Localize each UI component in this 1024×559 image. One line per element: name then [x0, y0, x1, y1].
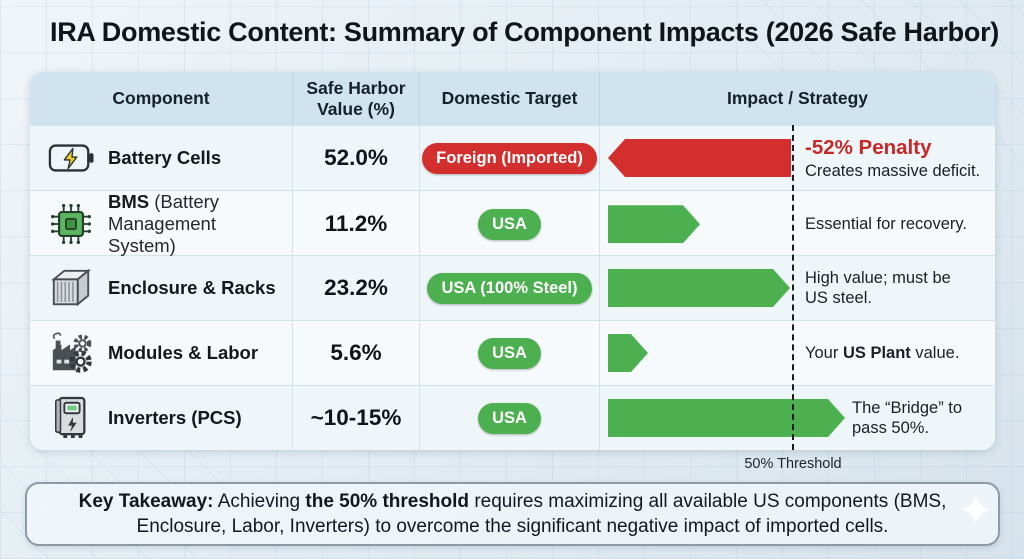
- factory-icon: [47, 330, 95, 376]
- table-row: BMS (Battery Management System) 11.2% US…: [30, 190, 995, 258]
- penalty-headline: -52% Penalty: [805, 135, 932, 159]
- safe-harbor-value: 11.2%: [293, 191, 420, 258]
- impact-cell: Essential for recovery.: [600, 191, 995, 258]
- page-title: IRA Domestic Content: Summary of Compone…: [50, 17, 999, 47]
- component-cell: Modules & Labor: [30, 321, 293, 385]
- table-header-row: Component Safe Harbor Value (%) Domestic…: [30, 72, 995, 125]
- summary-table: Component Safe Harbor Value (%) Domestic…: [30, 72, 995, 450]
- target-badge: USA: [478, 337, 541, 369]
- component-name: Modules & Labor: [108, 341, 259, 363]
- impact-cell: High value; must be US steel.: [600, 256, 995, 320]
- table-row: Inverters (PCS) ~10-15% USA The “Bridge”…: [30, 385, 995, 450]
- threshold-label: 50% Threshold: [744, 456, 842, 472]
- header-impact-strategy: Impact / Strategy: [726, 88, 869, 109]
- component-cell: Enclosure & Racks: [30, 256, 293, 320]
- target-badge: Foreign (Imported): [422, 142, 597, 174]
- component-cell: Inverters (PCS): [30, 386, 293, 450]
- header-safe-harbor-value: Safe Harbor Value (%): [293, 72, 420, 125]
- table-row: Modules & Labor 5.6% USA Your US Plant v…: [30, 320, 995, 385]
- component-name: Enclosure & Racks: [108, 276, 276, 298]
- domestic-target-cell: Foreign (Imported): [420, 126, 600, 190]
- domestic-target-cell: USA: [420, 321, 600, 385]
- component-cell: Battery Cells: [30, 126, 293, 190]
- header-domestic-target: Domestic Target: [420, 72, 600, 125]
- impact-cell: -52% Penalty Creates massive deficit.: [600, 126, 995, 190]
- enclosure-icon: [47, 265, 95, 311]
- domestic-target-cell: USA: [420, 191, 600, 258]
- domestic-target-cell: USA (100% Steel): [420, 256, 600, 320]
- safe-harbor-value: 23.2%: [293, 256, 420, 320]
- safe-harbor-value: 52.0%: [293, 126, 420, 190]
- impact-arrow-right: [608, 334, 648, 372]
- inverter-icon: [47, 395, 95, 441]
- target-badge: USA: [478, 402, 541, 434]
- impact-cell: The “Bridge” to pass 50%.: [600, 386, 995, 450]
- key-takeaway-text: Key Takeaway: Achieving the 50% threshol…: [78, 490, 947, 537]
- impact-note: Your US Plant value.: [805, 343, 960, 362]
- threshold-dashed-line: [792, 125, 794, 450]
- impact-arrow-right: [608, 205, 700, 243]
- component-cell: BMS (Battery Management System): [30, 191, 293, 258]
- domestic-target-cell: USA: [420, 386, 600, 450]
- target-badge: USA: [478, 208, 541, 240]
- impact-note: -52% Penalty Creates massive deficit.: [805, 135, 985, 181]
- table-row: Enclosure & Racks 23.2% USA (100% Steel)…: [30, 255, 995, 320]
- component-name: Inverters (PCS): [108, 406, 242, 428]
- key-takeaway-box: Key Takeaway: Achieving the 50% threshol…: [25, 482, 1000, 546]
- impact-note: The “Bridge” to pass 50%.: [852, 398, 963, 437]
- battery-icon: [47, 135, 95, 181]
- impact-arrow-right: [608, 399, 845, 437]
- penalty-arrow-left: [608, 139, 791, 177]
- target-badge: USA (100% Steel): [427, 272, 592, 304]
- table-row: Battery Cells 52.0% Foreign (Imported) -…: [30, 125, 995, 190]
- safe-harbor-value: 5.6%: [293, 321, 420, 385]
- header-component: Component: [30, 72, 293, 125]
- chip-icon: [47, 201, 95, 247]
- impact-note: High value; must be US steel.: [805, 268, 951, 307]
- impact-cell: Your US Plant value.: [600, 321, 995, 385]
- component-name: BMS (Battery Management System): [108, 191, 220, 257]
- component-name: Battery Cells: [108, 146, 222, 168]
- impact-note: Essential for recovery.: [805, 215, 968, 234]
- impact-arrow-right: [608, 269, 790, 307]
- safe-harbor-value: ~10-15%: [293, 386, 420, 450]
